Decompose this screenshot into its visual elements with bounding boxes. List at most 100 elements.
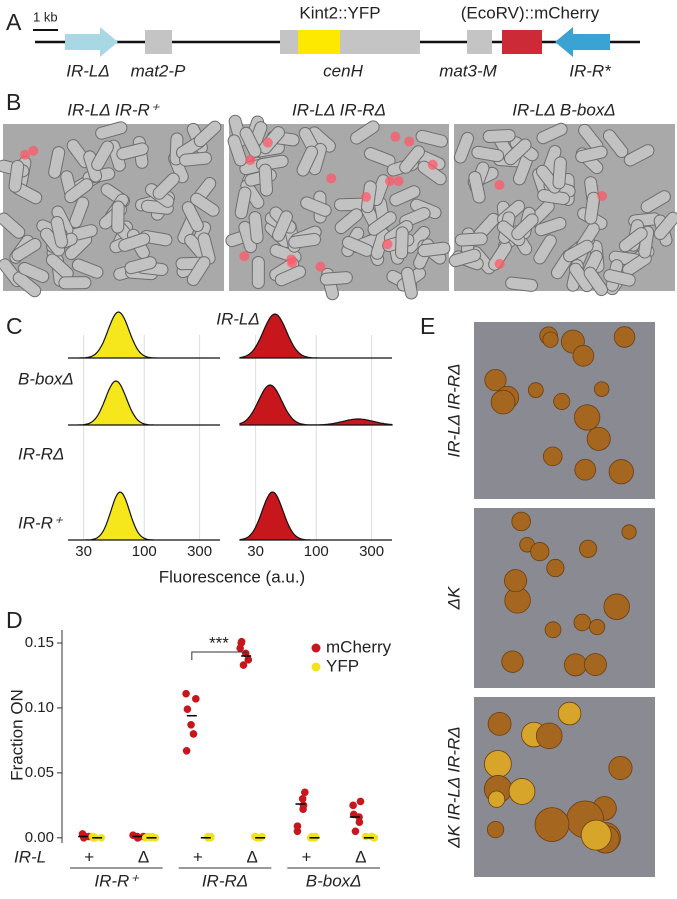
cell: [640, 190, 671, 214]
colony: [557, 701, 582, 726]
mat3-box: [467, 30, 492, 54]
cell: [623, 144, 655, 167]
x-row-label: IR-L: [14, 847, 46, 866]
image-title: IR-LΔ B-boxΔ: [512, 100, 615, 119]
red-signal: [361, 191, 372, 202]
x-tick-label: 300: [187, 543, 212, 560]
cell: [186, 256, 211, 286]
colony: [484, 368, 507, 392]
label-bottom: IR-R*: [569, 61, 612, 80]
cell: [272, 210, 293, 242]
colony: [490, 389, 516, 415]
panel-letter: C: [6, 313, 23, 339]
red-signal: [390, 131, 401, 142]
cell: [602, 129, 629, 158]
red-signal: [28, 145, 39, 156]
cell: [417, 241, 451, 258]
cell: [48, 146, 66, 179]
cell: [395, 226, 409, 260]
point: [367, 832, 376, 841]
cell: [8, 159, 25, 193]
cell: [563, 239, 594, 263]
cell: [116, 142, 149, 161]
x-tick-label: 100: [304, 543, 329, 560]
y-tick-label: 0.15: [25, 634, 54, 651]
histogram: [239, 313, 392, 359]
red-signal: [315, 261, 326, 272]
red-signal: [20, 149, 31, 160]
colony: [608, 755, 633, 781]
cell: [583, 266, 609, 297]
label-top: Kint2::YFP: [299, 3, 380, 22]
panel-letter: A: [6, 9, 22, 35]
cell: [448, 248, 482, 268]
group-label: IR-R⁺: [94, 871, 140, 890]
legend-swatch: [311, 643, 321, 653]
cell: [12, 271, 42, 298]
cell: [274, 265, 307, 287]
red-signal: [404, 136, 415, 147]
red-signal: [239, 251, 250, 262]
colony: [621, 524, 637, 540]
x-tick-label: 30: [247, 543, 264, 560]
row-label: IR-RΔ: [18, 444, 64, 463]
cell: [64, 178, 94, 204]
colony: [542, 446, 563, 467]
cell: [552, 156, 567, 190]
cell: [179, 151, 212, 167]
cell: [319, 271, 353, 286]
cell: [504, 138, 532, 166]
red-signal: [393, 176, 404, 187]
colony: [593, 381, 610, 397]
group-label: IR-RΔ: [202, 871, 248, 890]
point: [349, 801, 357, 810]
point: [258, 832, 266, 841]
cell: [399, 145, 425, 174]
panel-c: C IR-LΔ B-boxΔ IR-RΔ IR-R⁺ Fluorescence …: [6, 309, 393, 586]
colony: [501, 650, 524, 673]
colony: [530, 542, 550, 562]
panel-d: D Fraction ON IR-L 0.00 0.05 0.10 0.15 + Δ + Δ +…: [6, 607, 392, 890]
legend-label: YFP: [326, 656, 359, 675]
cell: [453, 131, 475, 164]
point: [299, 801, 308, 810]
cell: [69, 196, 90, 229]
point: [293, 822, 302, 830]
cell: [471, 145, 505, 163]
colony: [553, 392, 571, 410]
significance: ***: [209, 633, 229, 652]
row-label: IR-LΔ IR-RΔ: [444, 364, 463, 458]
colony: [589, 619, 606, 636]
cell: [251, 256, 265, 290]
cell: [415, 129, 448, 148]
cell: [197, 232, 216, 265]
colony: [508, 778, 536, 805]
cell: [95, 121, 128, 140]
panel-title: IR-LΔ: [216, 309, 260, 328]
point: [237, 639, 246, 647]
colony: [487, 711, 512, 736]
colony: [573, 613, 591, 632]
colony: [603, 593, 630, 620]
cell: [181, 201, 204, 233]
x-tick-label: Δ: [138, 847, 149, 866]
panel-b: B IR-LΔ IR-R⁺ IR-LΔ IR-RΔ IR-LΔ B-boxΔ: [0, 89, 677, 301]
x-tick-label: Δ: [355, 847, 366, 866]
mat2-box: [145, 30, 172, 54]
cell: [190, 192, 220, 217]
red-signal: [326, 173, 337, 184]
image-title: IR-LΔ IR-R⁺: [67, 100, 161, 119]
y-axis-label: Fraction ON: [7, 689, 26, 781]
row-label: IR-R⁺: [18, 513, 64, 532]
colony: [546, 558, 565, 578]
legend-swatch: [311, 662, 321, 672]
cell: [248, 211, 264, 244]
y-tick-label: 0.05: [25, 764, 54, 781]
point: [192, 695, 200, 703]
red-signal: [494, 179, 505, 190]
panel-e: E IR-LΔ IR-RΔ ΔK ΔK IR-LΔ IR-RΔ: [420, 313, 655, 877]
cell: [300, 196, 332, 217]
colony: [542, 331, 559, 348]
cell: [584, 191, 601, 225]
x-tick-label: +: [193, 847, 203, 866]
